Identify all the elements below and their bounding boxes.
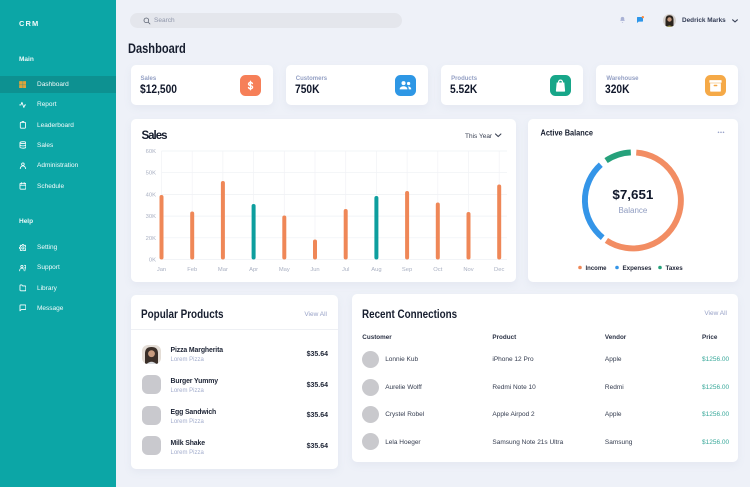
svg-text:Aug: Aug bbox=[371, 267, 381, 273]
svg-text:This Year: This Year bbox=[465, 133, 493, 140]
svg-text:Dec: Dec bbox=[494, 267, 504, 273]
svg-text:40K: 40K bbox=[145, 192, 155, 198]
svg-text:20K: 20K bbox=[145, 236, 155, 242]
svg-text:Apr: Apr bbox=[249, 267, 258, 273]
svg-text:Sep: Sep bbox=[401, 267, 411, 273]
svg-text:Jul: Jul bbox=[341, 267, 348, 273]
svg-text:Income: Income bbox=[586, 265, 607, 272]
svg-text:Feb: Feb bbox=[187, 267, 197, 273]
svg-text:May: May bbox=[278, 267, 289, 273]
svg-text:Jan: Jan bbox=[156, 267, 165, 273]
svg-text:Nov: Nov bbox=[463, 267, 473, 273]
svg-text:$7,651: $7,651 bbox=[612, 188, 653, 202]
svg-text:Jun: Jun bbox=[310, 267, 319, 273]
svg-text:Sales: Sales bbox=[141, 130, 167, 142]
svg-text:Taxes: Taxes bbox=[666, 265, 684, 272]
svg-text:50K: 50K bbox=[145, 171, 155, 177]
svg-text:Expenses: Expenses bbox=[623, 265, 652, 272]
svg-text:Balance: Balance bbox=[618, 206, 647, 215]
svg-text:0K: 0K bbox=[148, 258, 155, 264]
svg-text:Oct: Oct bbox=[433, 267, 442, 273]
svg-text:Mar: Mar bbox=[217, 267, 227, 273]
svg-text:Active Balance: Active Balance bbox=[541, 129, 594, 138]
svg-text:30K: 30K bbox=[145, 214, 155, 220]
svg-text:60K: 60K bbox=[145, 149, 155, 155]
